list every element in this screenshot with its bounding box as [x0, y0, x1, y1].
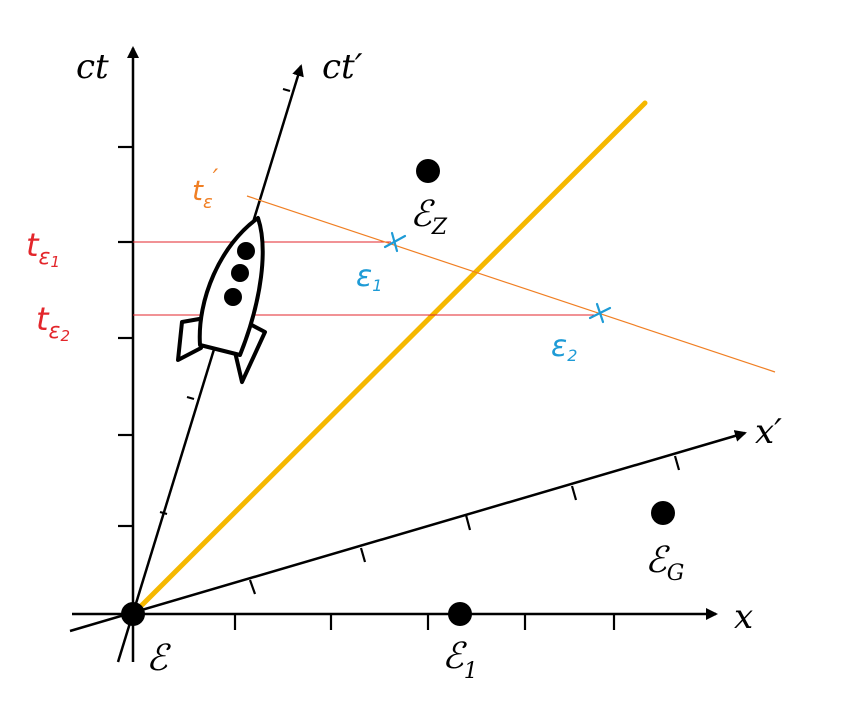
ct-prime-axis — [116, 64, 304, 663]
x-axis-ticks — [233, 614, 616, 630]
rocket-icon — [176, 216, 267, 384]
origin-event-label: ℰ — [146, 638, 171, 679]
ct-axis-ticks — [118, 145, 133, 528]
x-axis-label: x — [734, 597, 753, 637]
t-eps-prime-annotation: tε′ — [192, 164, 219, 213]
eg-event-label: ℰG — [645, 540, 684, 586]
origin-event-dot — [121, 602, 145, 626]
e1-event-label: ℰ1 — [442, 636, 478, 684]
simultaneity-line — [246, 195, 776, 373]
eps2-annotation: ε2 — [551, 329, 577, 365]
t-eps2-annotation: tε2 — [36, 300, 70, 345]
light-line — [130, 100, 648, 617]
x-prime-axis-ticks — [248, 455, 681, 595]
event-marker-eps1 — [383, 231, 407, 253]
eps1-annotation: ε1 — [356, 259, 382, 295]
ez-event-dot — [416, 159, 440, 183]
x-prime-axis-label: x′ — [755, 412, 782, 452]
eg-event-dot — [651, 501, 675, 525]
e1-event-dot — [448, 602, 472, 626]
ct-prime-axis-label: ct′ — [322, 47, 363, 87]
ct-axis-label: ct — [76, 47, 109, 87]
ez-event-label: ℰZ — [410, 194, 448, 240]
x-prime-axis — [69, 430, 747, 633]
event-marker-eps2 — [588, 302, 612, 324]
t-eps1-annotation: tε1 — [26, 226, 60, 271]
